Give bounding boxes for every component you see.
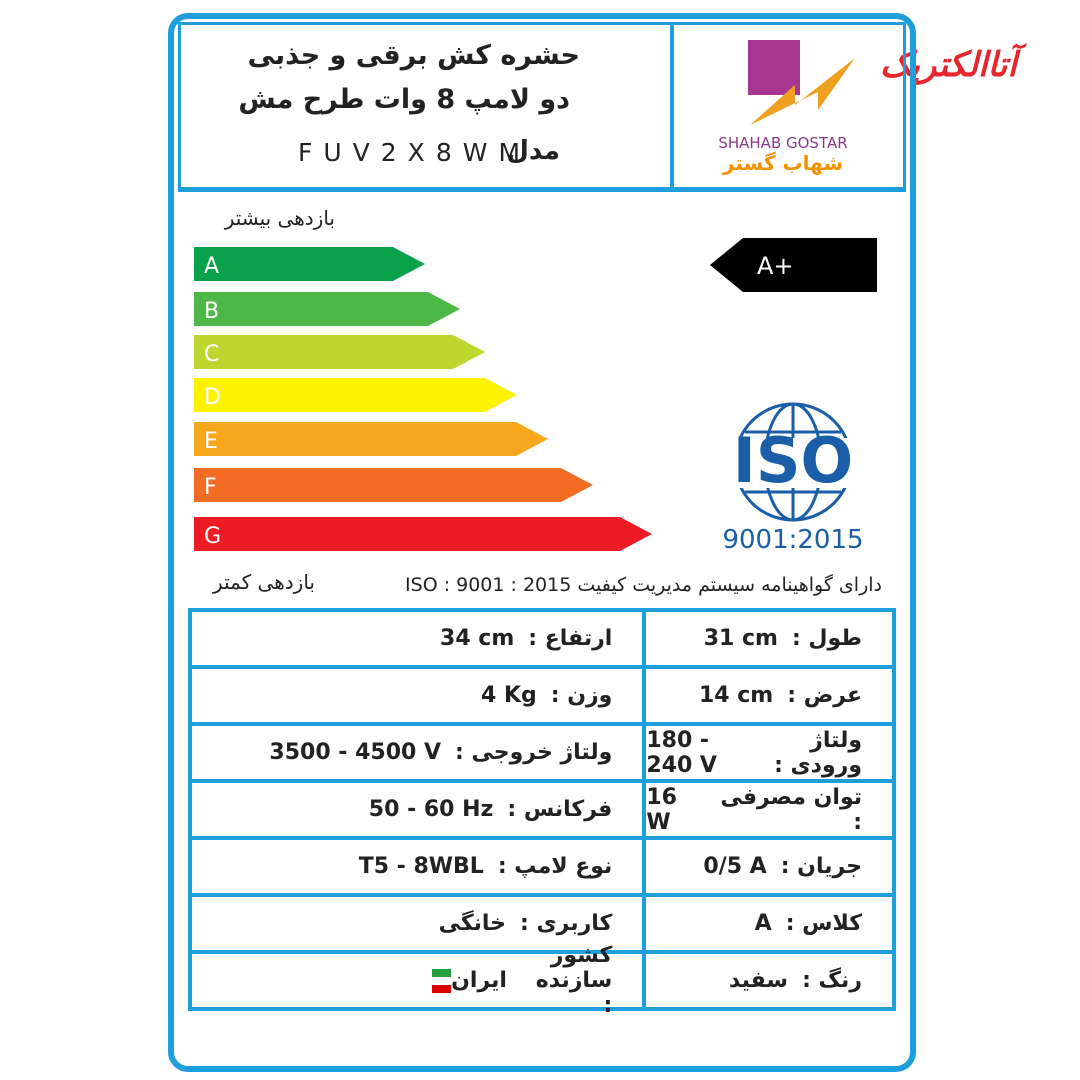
grade-letter: A [204,254,219,279]
spec-cell: رنگ : سفید [642,954,892,1007]
iso-text: ISO [733,424,853,497]
spec-label: کشور سازنده : [535,943,613,1018]
grade-arrow [194,247,425,281]
spec-cell: عرض : 14 cm [642,669,892,726]
logo-bolt [750,58,855,125]
grade-arrow [194,378,517,412]
spec-value: 31 cm [703,626,778,651]
spec-label: ارتفاع : [528,626,613,651]
grade-letter: D [204,385,221,410]
spec-label: کاربری : [520,911,613,936]
spec-value: خانگی [438,911,507,936]
grade-letter: F [204,475,217,500]
spec-label: نوع لامپ : [497,854,613,879]
certificate-note: دارای گواهینامه سیستم مدیریت کیفیت ISO :… [405,574,882,596]
spec-cell: نوع لامپ : T5 - 8WBL [192,840,643,897]
iso-standard: 9001:2015 [722,525,863,555]
spec-cell: جریان : 0/5 A [642,840,892,897]
spec-label: رنگ : [802,968,862,993]
seller-logo: آتاالکتریک [880,45,1017,85]
spec-cell: ولتاژ خروجی : 3500 - 4500 V [192,726,643,783]
spec-label: ولتاژ ورودی : [774,727,862,778]
spec-value: A [754,911,772,936]
spec-label: جریان : [780,854,862,879]
brand-logo: SHAHAB GOSTAR شهاب گستر [718,40,855,175]
spec-value: 50 - 60 Hz [368,797,494,822]
spec-label: توان مصرفی : [720,784,862,835]
spec-label: کلاس : [785,911,862,936]
rating: A+ [757,252,794,280]
grade-arrow [194,292,460,326]
iran-flag [432,968,452,993]
spec-value: 14 cm [698,683,774,708]
spec-value: T5 - 8WBL [358,854,484,879]
spec-cell: کاربری : خانگی [192,897,643,954]
globe-band [719,438,869,488]
spec-value: سفید [728,968,789,993]
spec-cell: توان مصرفی : 16 W [642,783,892,840]
spec-cell: ارتفاع : 34 cm [192,612,643,669]
spec-value: 0/5 A [703,854,767,879]
spec-value: 34 cm [440,626,515,651]
spec-label: طول : [791,626,862,651]
rating-arrow: A+ [710,238,877,292]
spec-label: عرض : [787,683,862,708]
brand-en: SHAHAB GOSTAR [718,134,847,152]
spec-value: 3500 - 4500 V [269,740,442,765]
iso-logo: ISO 9001:2015 [719,402,869,555]
grade-letter: G [204,524,221,549]
grade-letter: B [204,299,219,324]
spec-label: فرکانس : [507,797,613,822]
header-box [178,22,906,192]
grade-arrow [194,335,485,369]
spec-value: ایران [451,968,507,993]
spec-value: 4 Kg [480,683,537,708]
grade-arrow [194,422,548,456]
model-label: مدل [506,136,560,166]
spec-cell: ولتاژ ورودی : 180 - 240 V [642,726,892,783]
spec-table: طول : 31 cm ارتفاع : 34 cm عرض : 14 cm وزن : 4 … [188,608,896,1018]
spec-cell: وزن : 4 Kg [192,669,643,726]
grade-arrow [194,468,593,502]
header-divider [670,22,674,188]
spec-label: ولتاژ خروجی : [455,740,613,765]
grade-arrow [194,517,652,551]
bottom-label: بازدهی کمتر [213,570,315,594]
frame [168,13,916,1072]
brand-fa: شهاب گستر [722,151,843,175]
title-line2: دو لامپ 8 وات طرح مش [238,84,570,115]
spec-cell: طول : 31 cm [642,612,892,669]
grade-letter: C [204,342,219,367]
top-label: بازدهی بیشتر [224,206,335,230]
rating-shape [710,238,877,292]
spec-value: 16 W [646,784,677,835]
model: FUV2X8WM [298,138,532,167]
spec-label: وزن : [550,683,613,708]
spec-value: 180 - 240 V [646,727,717,778]
spec-cell: کشور سازنده : ایران [192,943,642,1018]
title-line1: حشره کش برقی و جذبی [247,40,580,71]
grade-letter: E [204,429,218,454]
spec-cell: کلاس : A [642,897,892,954]
logo-square [748,40,800,95]
spec-cell: فرکانس : 50 - 60 Hz [192,783,643,840]
